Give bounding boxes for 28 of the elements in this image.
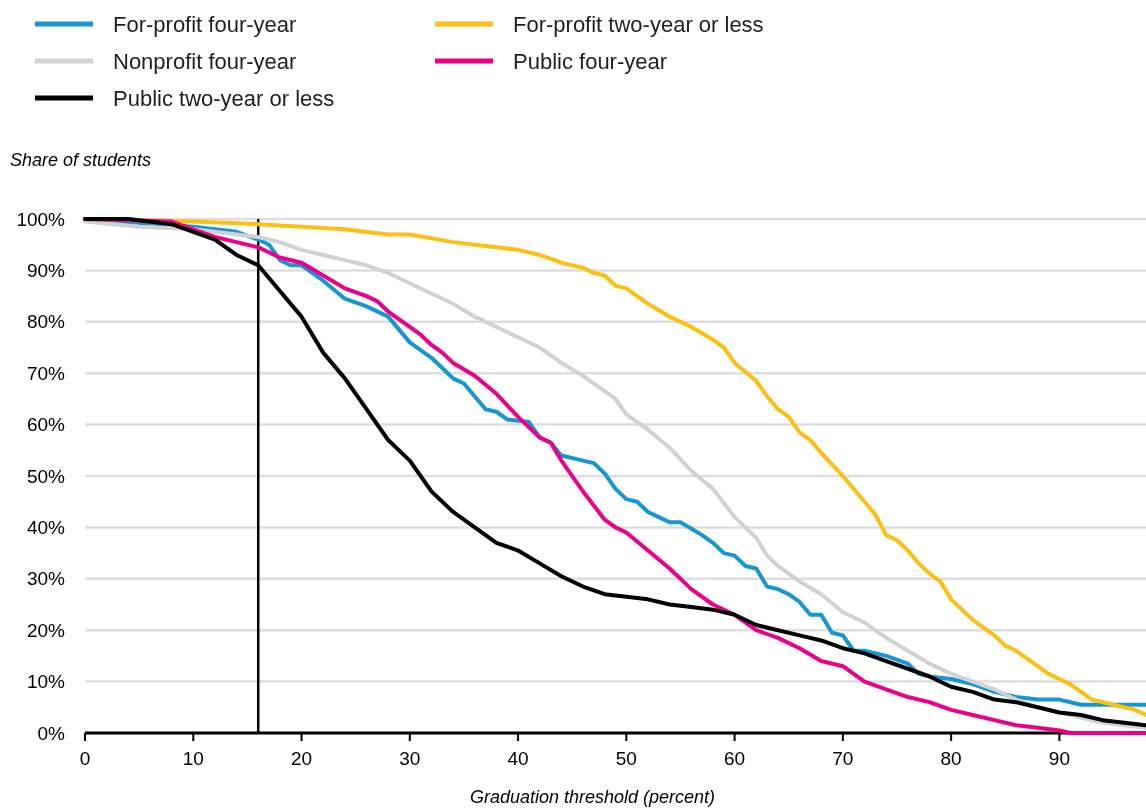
- y-tick-label: 90%: [26, 260, 66, 282]
- legend-label: Public two-year or less: [113, 85, 335, 111]
- y-tick-label: 70%: [26, 362, 66, 384]
- y-axis-title: Share of students: [10, 150, 152, 170]
- x-tick-label: 90: [1048, 748, 1070, 769]
- y-tick-label: 100%: [16, 208, 66, 230]
- x-tick-label: 0: [79, 748, 91, 769]
- y-tick-label: 80%: [26, 311, 66, 333]
- legend-label: Public four-year: [513, 48, 668, 74]
- y-tick-label: 0%: [37, 722, 66, 744]
- y-tick-label: 20%: [26, 619, 66, 641]
- y-tick-label: 50%: [26, 465, 66, 487]
- x-tick-label: 80: [940, 748, 962, 769]
- y-tick-label: 10%: [26, 671, 66, 693]
- x-tick-label: 40: [507, 748, 529, 769]
- y-tick-label: 40%: [26, 517, 66, 539]
- legend-label: For-profit four-year: [113, 11, 297, 37]
- x-tick-label: 70: [832, 748, 854, 769]
- legend-label: Nonprofit four-year: [113, 48, 297, 74]
- x-tick-label: 50: [615, 748, 637, 769]
- x-tick-label: 60: [724, 748, 746, 769]
- x-axis-title: Graduation threshold (percent): [469, 787, 716, 807]
- x-tick-label: 20: [290, 748, 313, 769]
- legend-label: For-profit two-year or less: [513, 11, 764, 37]
- x-tick-label: 30: [399, 748, 421, 769]
- y-tick-label: 30%: [26, 568, 66, 590]
- x-tick-label: 10: [182, 748, 204, 769]
- y-tick-label: 60%: [26, 414, 66, 436]
